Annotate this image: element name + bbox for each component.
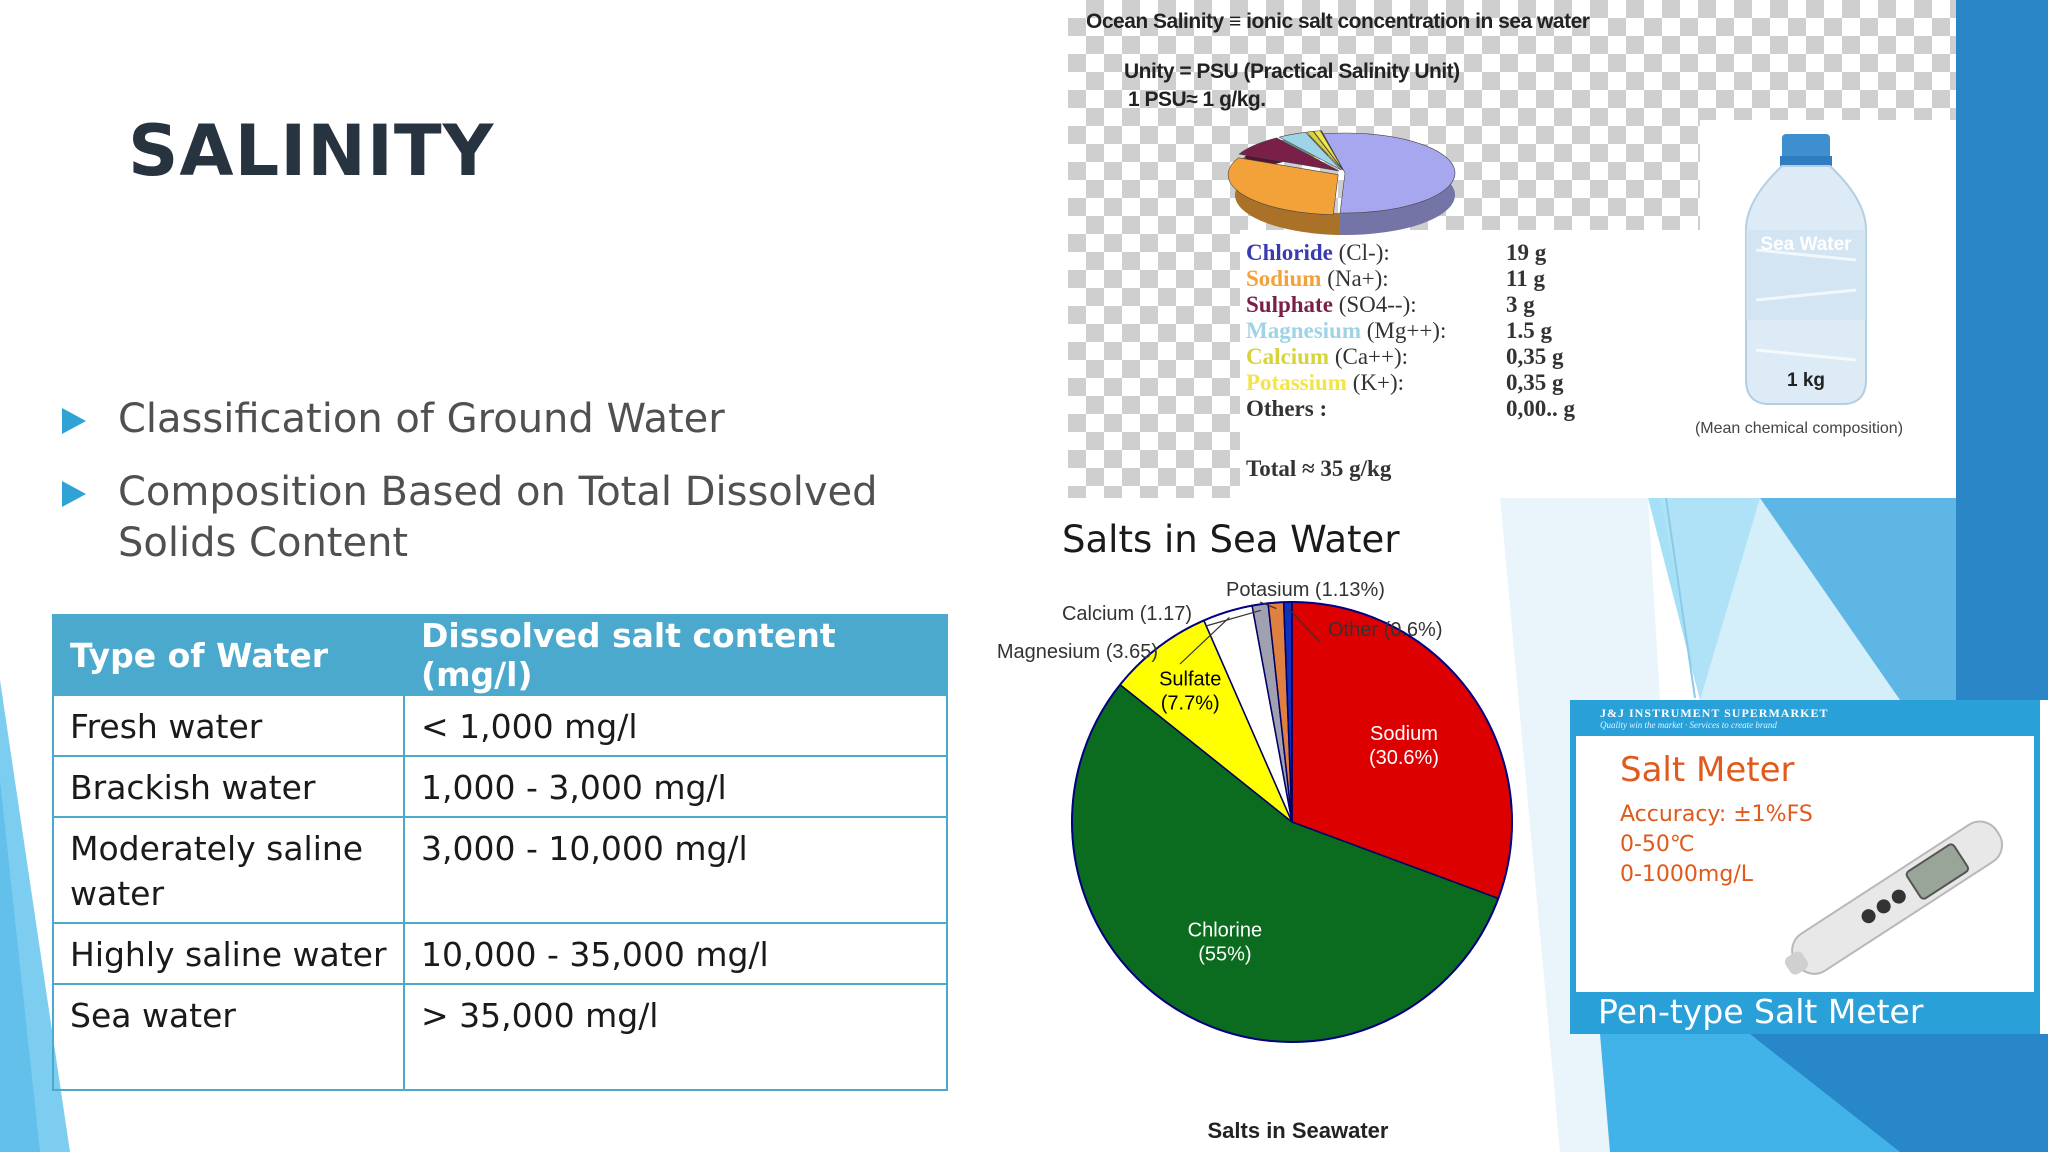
ion-formula: (Cl-): [1332,240,1390,265]
ion-formula: (Ca++): [1329,344,1409,369]
slice-label-magnesium: Magnesium (3.65) [997,641,1158,663]
meter-title: Salt Meter [1620,750,1795,790]
leader-line [1287,607,1321,643]
slice-label-sodium: Sodium [1370,723,1438,745]
ion-formula: (K+): [1346,370,1404,395]
table-row: Sea water > 35,000 mg/l [52,983,948,1091]
ion-formula: (Na+): [1321,266,1389,291]
ion-amount: 0,00.. g [1506,396,1575,421]
unity-definition: Unity = PSU (Practical Salinity Unit) [1124,60,1460,83]
pie3d-slice [1238,137,1340,172]
ion-name: Others : [1246,396,1327,422]
ion-amount: 0,35 g [1506,370,1564,395]
ion-amount: 1.5 g [1506,318,1552,343]
leader-line [1179,616,1230,665]
meter-temp-range: 0-50℃ [1620,832,1695,857]
salt-meter-ad: J&J INSTRUMENT SUPERMARKET Quality win t… [1570,700,2040,1034]
slice-label-other: Other (0.6%) [1328,619,1442,641]
table-cell: Highly saline water [52,922,405,985]
meter-ad-panel: Salt Meter Accuracy: ±1%FS 0-50℃ 0-1000m… [1576,736,2034,992]
slice-label-chlorine: Chlorine [1188,920,1262,942]
table-row: Fresh water < 1,000 mg/l [52,694,948,757]
salt-meter-pen-icon [1784,820,2004,975]
table-row: Moderately saline water 3,000 - 10,000 m… [52,816,948,924]
salts-chart-title: Salts in Sea Water [1062,518,1400,561]
table-cell: < 1,000 mg/l [403,694,948,757]
ion-label: Magnesium [1246,318,1361,343]
pie3d-slice [1305,131,1343,171]
pie3d-slice [1320,130,1344,171]
brand-tagline: Quality win the market · Services to cre… [1600,720,1777,730]
table-cell: Moderately saline water [52,816,405,924]
bottle-caption: (Mean chemical composition) [1694,420,1904,437]
ion-name: Sodium (Na+): [1246,266,1389,292]
triangle-bullet-icon [62,408,86,434]
column-header: Type of Water [52,614,405,696]
table-cell: Sea water [52,983,405,1091]
meter-measure-range: 0-1000mg/L [1620,862,1753,887]
slice-value-sodium: (30.6%) [1369,747,1439,769]
salts-pie-chart: Sodium(30.6%) Chlorine(55%) Sulfate(7.7%) M… [997,582,1513,1143]
ion-amount: 0,35 g [1506,344,1564,369]
table-cell: Brackish water [52,755,405,818]
bottle-weight: 1 kg [1786,370,1826,391]
ion-label: Potassium [1246,370,1347,395]
slice-label-potasium: Potasium (1.13%) [1226,582,1385,601]
table-cell: 1,000 - 3,000 mg/l [403,755,948,818]
ion-label: Chloride [1246,240,1333,265]
triangle-bullet-icon [62,481,86,507]
water-classification-table: Type of Water Dissolved salt content (mg… [52,614,948,1091]
meter-accuracy: Accuracy: ±1%FS [1620,802,1813,827]
slice-value-chlorine: (55%) [1198,944,1251,966]
table-cell: Fresh water [52,694,405,757]
pie-outline [1071,601,1513,1043]
table-cell: > 35,000 mg/l [403,983,948,1091]
pie3d-slice [1278,132,1342,171]
ion-name: Chloride (Cl-): [1246,240,1390,266]
table-cell: 10,000 - 35,000 mg/l [403,922,948,985]
slice-label-calcium: Calcium (1.17) [1062,603,1192,625]
leader-line [1205,609,1262,627]
pie-caption: Salts in Seawater [1208,1118,1389,1143]
pie3d-slice [1227,157,1339,215]
ion-amount: 19 g [1506,240,1547,265]
table-row: Highly saline water 10,000 - 35,000 mg/l [52,922,948,985]
ion-formula: (Mg++): [1361,318,1447,343]
ion-label: Sodium [1246,266,1322,291]
table-row: Brackish water 1,000 - 3,000 mg/l [52,755,948,818]
ion-amount: 3 g [1506,292,1535,317]
ion-name: Magnesium (Mg++): [1246,318,1446,344]
ion-label: Sulphate [1246,292,1333,317]
brand-name: J&J INSTRUMENT SUPERMARKET [1600,706,1829,720]
meter-footer: Pen-type Salt Meter [1598,992,1924,1031]
column-header: Dissolved salt content (mg/l) [403,614,948,696]
slice-value-sulfate: (7.7%) [1161,692,1220,714]
bullet-text: Classification of Ground Water [118,396,725,442]
slice-label-sulfate: Sulfate [1159,668,1221,690]
ion-label: Calcium [1246,344,1330,369]
pie3d-side [1235,156,1341,235]
ion-name: Potassium (K+): [1246,370,1404,396]
ion-label: Others : [1246,396,1328,421]
sea-water-bottle-icon [1745,134,1867,405]
ion-name: Sulphate (SO4--): [1246,292,1417,318]
ion-amount: 11 g [1506,266,1545,291]
table-cell: 3,000 - 10,000 mg/l [403,816,948,924]
psu-equivalence: 1 PSU≈ 1 g/kg. [1128,88,1266,111]
slide-title: SALINITY [128,110,495,192]
bullet-text: Composition Based on Total Dissolved Sol… [118,469,878,566]
ion-composition-list: Chloride (Cl-): 19 g Sodium (Na+): 11 g Sulp… [1246,240,1666,500]
total-salinity: Total ≈ 35 g/kg [1246,456,1392,481]
ion-formula: (SO4--): [1332,292,1417,317]
composition-3d-pie-chart [1227,130,1456,235]
ocean-salinity-definition: Ocean Salinity ≡ ionic salt concentratio… [1086,10,1590,33]
leader-line [1259,601,1277,610]
ion-name: Calcium (Ca++): [1246,344,1408,370]
bottle-label: Sea Water [1760,234,1852,255]
pie3d-slice [1322,132,1456,214]
table-header-row: Type of Water Dissolved salt content (mg… [52,614,948,696]
